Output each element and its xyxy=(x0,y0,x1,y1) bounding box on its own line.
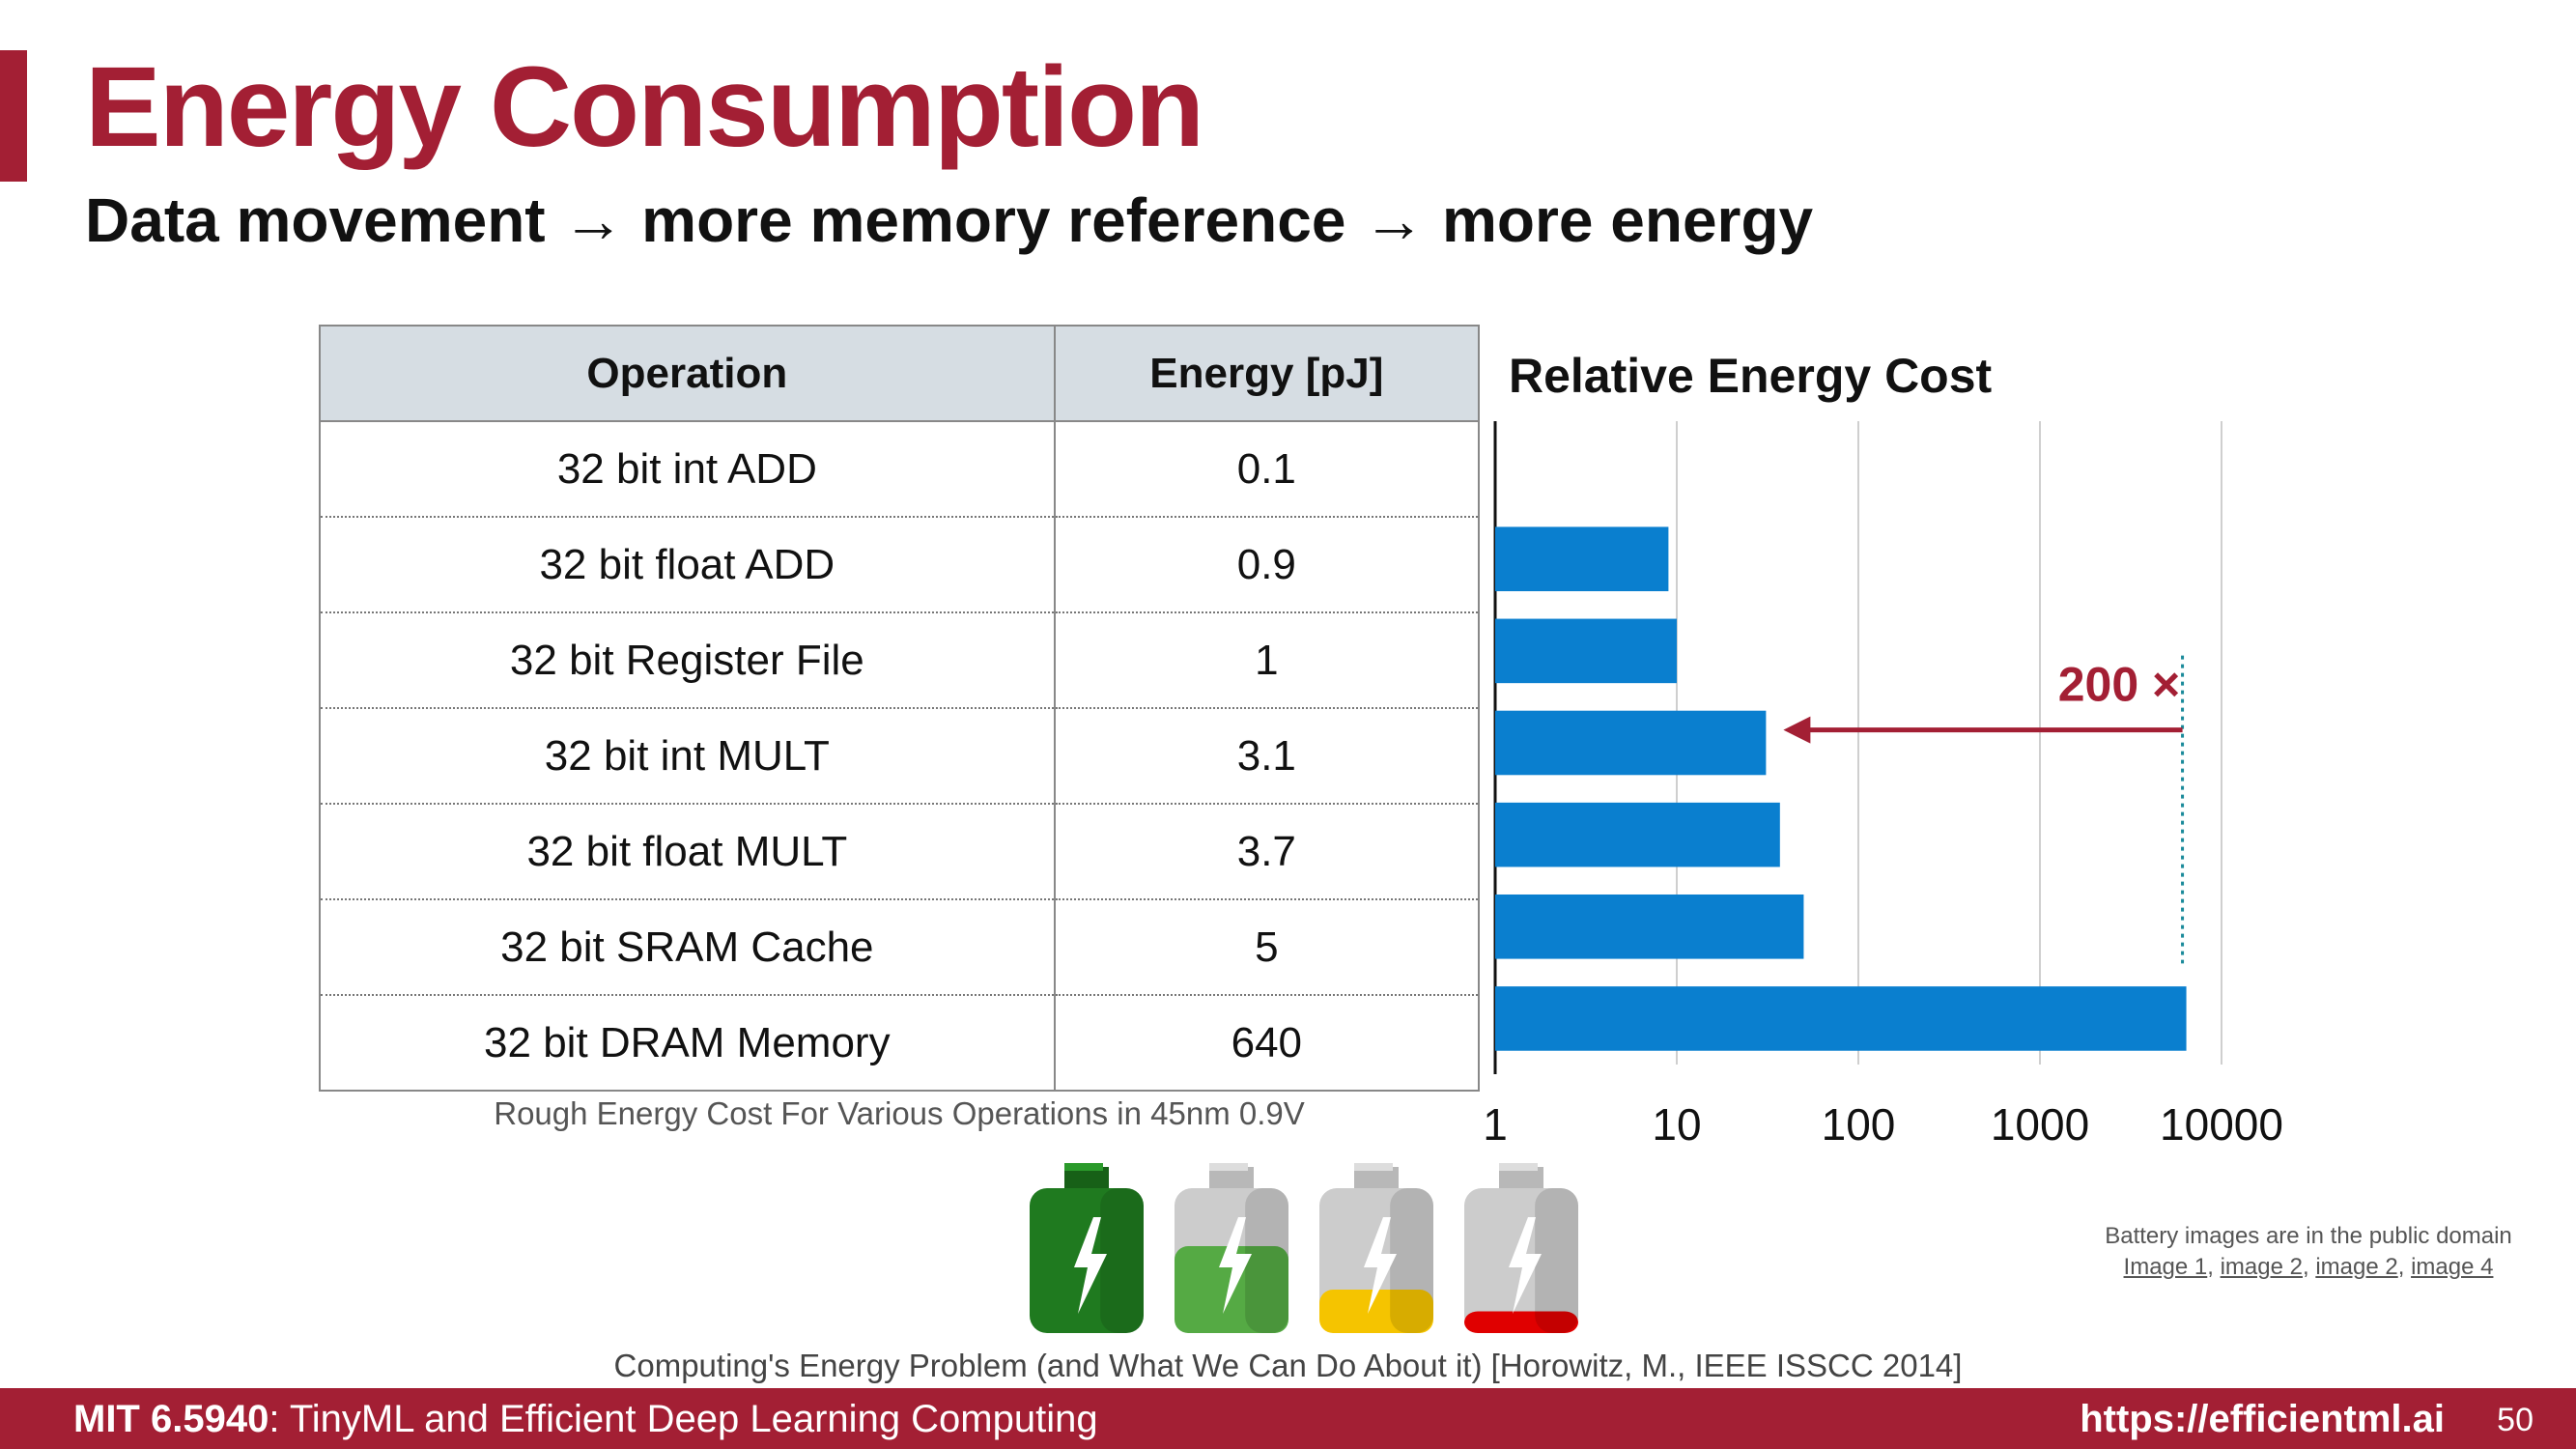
operation-cell: 32 bit int ADD xyxy=(319,421,1056,518)
course-code: MIT 6.5940 xyxy=(73,1398,269,1440)
energy-cell: 3.7 xyxy=(1053,804,1481,900)
energy-cell: 1 xyxy=(1053,612,1481,709)
lightning-bolt-icon xyxy=(1509,1217,1542,1314)
battery-full-dark-green-icon xyxy=(1030,1163,1144,1333)
credit-text: Battery images are in the public domain xyxy=(2105,1223,2512,1249)
credit-link-image-1[interactable]: Image 1 xyxy=(2123,1254,2208,1281)
lightning-bolt-icon xyxy=(1364,1217,1397,1314)
lightning-bolt-icon xyxy=(1219,1217,1252,1314)
image-credit: Battery images are in the public domain … xyxy=(2067,1221,2550,1284)
credit-link-image-4[interactable]: image 4 xyxy=(2411,1254,2494,1281)
x-tick-label: 100 xyxy=(1822,1099,1896,1150)
battery-illustrations xyxy=(1030,1163,1578,1333)
table-header-row: Operation Energy [pJ] xyxy=(319,325,1481,422)
battery-cap-top xyxy=(1064,1163,1103,1171)
operation-cell: 32 bit Register File xyxy=(319,612,1056,709)
battery-shade xyxy=(1100,1188,1144,1333)
table-row: 32 bit int MULT 3.1 xyxy=(319,708,1481,805)
bar-5 xyxy=(1495,894,1804,959)
battery-cap-top xyxy=(1209,1163,1248,1171)
page-number: 50 xyxy=(2497,1402,2534,1438)
ratio-label: 200 × xyxy=(2058,658,2181,712)
bar-4 xyxy=(1495,802,1780,867)
energy-cell: 0.9 xyxy=(1053,517,1481,613)
x-tick-label: 10000 xyxy=(2160,1099,2283,1150)
footer-url[interactable]: https://efficientml.ai xyxy=(2080,1398,2445,1440)
battery-yellow-icon xyxy=(1319,1163,1433,1333)
table-row: 32 bit SRAM Cache 5 xyxy=(319,899,1481,996)
footer-bar: MIT 6.5940: TinyML and Efficient Deep Le… xyxy=(0,1388,2576,1449)
table-row: 32 bit Register File 1 xyxy=(319,612,1481,709)
energy-table: Operation Energy [pJ] 32 bit int ADD 0.1… xyxy=(319,325,1481,1092)
battery-shade xyxy=(1245,1188,1288,1333)
slide-title: Energy Consumption xyxy=(85,43,1204,171)
slide-subtitle: Data movement → more memory reference → … xyxy=(85,185,1814,255)
operation-cell: 32 bit DRAM Memory xyxy=(319,995,1056,1092)
operation-cell: 32 bit int MULT xyxy=(319,708,1056,805)
battery-green-icon xyxy=(1175,1163,1288,1333)
reference-citation: Computing's Energy Problem (and What We … xyxy=(613,1348,1963,1383)
energy-cell: 5 xyxy=(1053,899,1481,996)
credit-link-image-2[interactable]: image 2 xyxy=(2220,1254,2303,1281)
battery-charge-level xyxy=(1464,1311,1578,1333)
relative-energy-chart: 1 10 100 1000 10000 200 × xyxy=(1483,421,2283,1150)
battery-red-icon xyxy=(1464,1163,1578,1333)
title-accent-bar xyxy=(0,50,27,182)
table-row: 32 bit float MULT 3.7 xyxy=(319,804,1481,900)
column-header-operation: Operation xyxy=(319,325,1056,422)
credit-links: Image 1, image 2, image 2, image 4 xyxy=(2123,1254,2494,1281)
x-tick-label: 1 xyxy=(1483,1099,1508,1150)
battery-shade xyxy=(1535,1188,1578,1333)
chart-title: Relative Energy Cost xyxy=(1509,349,1993,403)
energy-cell: 640 xyxy=(1053,995,1481,1092)
footer-course: MIT 6.5940: TinyML and Efficient Deep Le… xyxy=(73,1398,1098,1441)
operation-cell: 32 bit SRAM Cache xyxy=(319,899,1056,996)
bar-1 xyxy=(1495,526,1669,592)
ratio-arrow-head xyxy=(1783,716,1811,744)
bar-2 xyxy=(1495,618,1677,684)
energy-cell: 3.1 xyxy=(1053,708,1481,805)
table-caption: Rough Energy Cost For Various Operations… xyxy=(494,1095,1305,1131)
course-name: : TinyML and Efficient Deep Learning Com… xyxy=(269,1398,1098,1440)
battery-shade xyxy=(1390,1188,1433,1333)
table-row: 32 bit DRAM Memory 640 xyxy=(319,995,1481,1092)
energy-cell: 0.1 xyxy=(1053,421,1481,518)
x-tick-label: 10 xyxy=(1652,1099,1701,1150)
bar-3 xyxy=(1495,710,1767,776)
battery-cap-top xyxy=(1354,1163,1393,1171)
credit-link-image-3[interactable]: image 2 xyxy=(2315,1254,2398,1281)
x-tick-label: 1000 xyxy=(1991,1099,2089,1150)
table-row: 32 bit int ADD 0.1 xyxy=(319,421,1481,518)
lightning-bolt-icon xyxy=(1074,1217,1107,1314)
battery-cap-top xyxy=(1499,1163,1538,1171)
battery-charge-level xyxy=(1319,1290,1433,1333)
operation-cell: 32 bit float ADD xyxy=(319,517,1056,613)
bar-6 xyxy=(1495,986,2187,1051)
operation-cell: 32 bit float MULT xyxy=(319,804,1056,900)
table-row: 32 bit float ADD 0.9 xyxy=(319,517,1481,613)
column-header-energy: Energy [pJ] xyxy=(1053,325,1481,422)
